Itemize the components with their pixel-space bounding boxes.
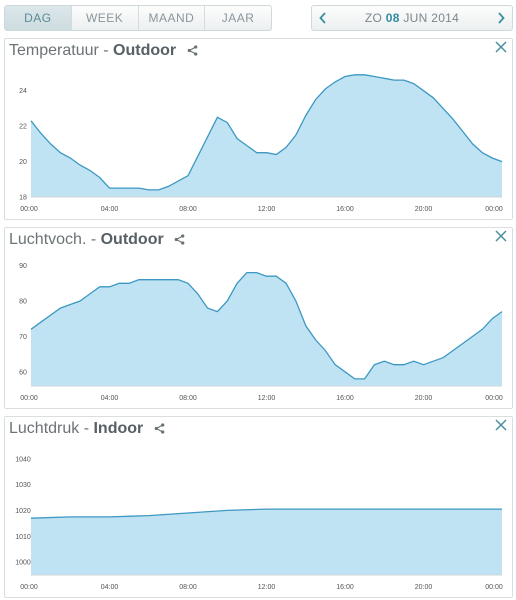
series-area	[31, 509, 502, 575]
x-tick-label: 20:00	[415, 206, 433, 213]
close-icon[interactable]	[495, 41, 507, 53]
x-tick-label: 16:00	[336, 395, 354, 402]
x-tick-label: 04:00	[101, 206, 119, 213]
panel-label: Luchtvoch. -	[9, 231, 101, 248]
series-line	[30, 271, 503, 380]
y-tick-label: 1020	[15, 508, 31, 515]
y-tick-label: 1010	[15, 534, 31, 541]
y-tick-label: 18	[19, 195, 27, 202]
date-weekday: ZO	[364, 11, 383, 25]
x-tick-label: 00:00	[485, 395, 503, 402]
pressure-chart: 1000 1010 1020 1030 1040 00:00 04:00 08:00 12:00…	[15, 456, 503, 591]
y-tick-label: 80	[19, 298, 27, 305]
y-tick-label: 70	[19, 334, 27, 341]
series-area	[31, 272, 502, 386]
x-tick-label: 00:00	[485, 584, 503, 591]
y-tick-label: 24	[19, 88, 27, 95]
panel-header: Luchtdruk - Indoor	[5, 417, 512, 443]
share-icon[interactable]	[154, 423, 165, 434]
tab-dag[interactable]: DAG	[5, 6, 72, 30]
period-tabs: DAG WEEK MAAND JAAR	[4, 5, 272, 31]
date-month-year: JUN 2014	[403, 11, 460, 25]
share-icon[interactable]	[187, 45, 198, 56]
tab-jaar[interactable]: JAAR	[221, 11, 255, 25]
panel-label: Temperatuur -	[9, 42, 114, 59]
x-tick-label: 20:00	[415, 395, 433, 402]
x-tick-label: 00:00	[20, 395, 38, 402]
share-icon[interactable]	[174, 234, 185, 245]
x-tick-label: 12:00	[258, 584, 276, 591]
x-tick-label: 12:00	[258, 395, 276, 402]
x-tick-label: 08:00	[179, 206, 197, 213]
x-tick-label: 08:00	[179, 584, 197, 591]
panel-sensor: Indoor	[93, 420, 144, 437]
x-tick-label: 00:00	[20, 584, 38, 591]
panel-header: Temperatuur - Outdoor	[5, 39, 512, 65]
temperature-chart: 18 20 22 24 00:00 04:00 08:00 12:00 16:00 20:00 00…	[19, 74, 503, 213]
date-day: 08	[385, 11, 400, 25]
x-tick-label: 16:00	[336, 584, 354, 591]
panel-pressure: Luchtdruk - Indoor 1000 1010 1020 1030 1040 0…	[4, 416, 513, 598]
panel-sensor: Outdoor	[113, 42, 177, 59]
series-line	[30, 508, 502, 519]
x-tick-label: 00:00	[20, 206, 38, 213]
tab-week[interactable]: WEEK	[72, 6, 139, 30]
x-tick-label: 16:00	[336, 206, 354, 213]
humidity-chart: 60 70 80 90 00:00 04:00 08:00 12:00 16:00 20:00 00…	[19, 263, 503, 402]
x-tick-label: 04:00	[101, 584, 119, 591]
series-line	[30, 74, 503, 191]
y-tick-label: 60	[19, 369, 27, 376]
y-tick-label: 1040	[15, 456, 31, 463]
y-tick-label: 1000	[15, 560, 31, 567]
y-tick-label: 1030	[15, 482, 31, 489]
chevron-left-icon[interactable]	[312, 6, 334, 30]
date-navigator: ZO 08 JUN 2014	[311, 5, 513, 31]
x-tick-label: 04:00	[101, 395, 119, 402]
y-tick-label: 22	[19, 124, 27, 131]
panel-title: Luchtvoch. - Outdoor	[9, 231, 185, 249]
panel-humidity: Luchtvoch. - Outdoor 60 70 80 90 00:00 04:00 0…	[4, 227, 513, 409]
x-tick-label: 00:00	[485, 206, 503, 213]
x-tick-label: 08:00	[179, 395, 197, 402]
close-icon[interactable]	[495, 419, 507, 431]
y-tick-label: 90	[19, 263, 27, 270]
y-tick-label: 20	[19, 159, 27, 166]
tab-maand[interactable]: MAAND	[139, 6, 206, 30]
panel-title: Luchtdruk - Indoor	[9, 420, 165, 438]
x-tick-label: 20:00	[415, 584, 433, 591]
panel-sensor: Outdoor	[100, 231, 164, 248]
close-icon[interactable]	[495, 230, 507, 242]
panel-label: Luchtdruk -	[9, 420, 94, 437]
x-tick-label: 12:00	[258, 206, 276, 213]
chevron-right-icon[interactable]	[490, 6, 512, 30]
current-date: ZO 08 JUN 2014	[334, 11, 490, 25]
panel-header: Luchtvoch. - Outdoor	[5, 228, 512, 254]
series-area	[31, 74, 502, 197]
panel-temperature: Temperatuur - Outdoor 18 20 22 24 00:00 04:00…	[4, 38, 513, 220]
panel-title: Temperatuur - Outdoor	[9, 42, 198, 60]
